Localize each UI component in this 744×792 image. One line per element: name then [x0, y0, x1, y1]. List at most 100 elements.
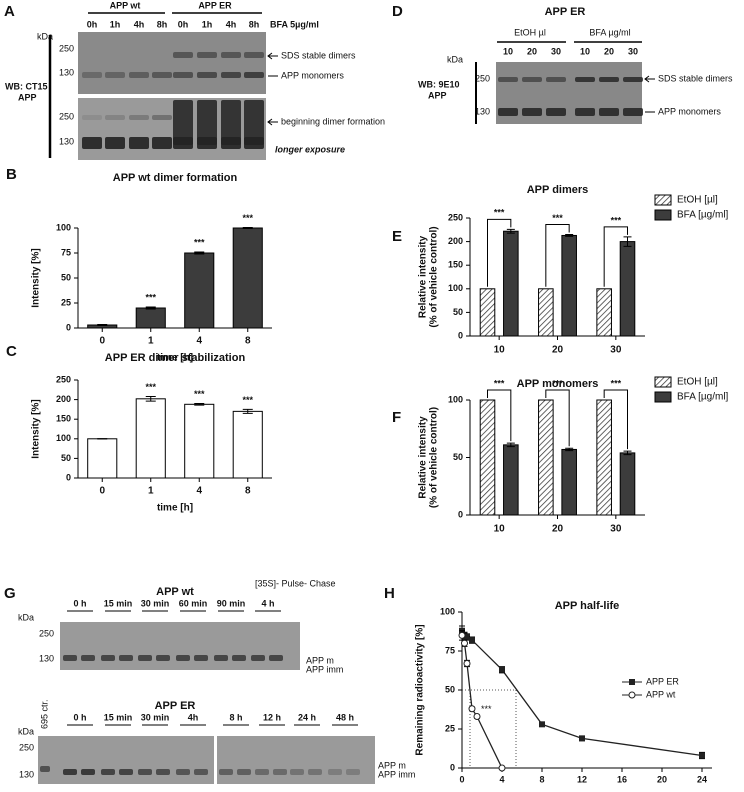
band-label: APP m [306, 655, 334, 665]
chart-title: APP dimers [527, 184, 589, 196]
lane-label: 0 h [73, 598, 86, 608]
lane-label: 30 min [141, 712, 170, 722]
marker: 250 [475, 73, 490, 83]
band [546, 108, 566, 116]
group-label: EtOH µl [514, 27, 546, 37]
lane-label: 90 min [217, 598, 246, 608]
band [346, 769, 360, 775]
band [244, 52, 264, 58]
bracket [545, 389, 570, 447]
x-tick-label: 8 [539, 774, 544, 784]
band [251, 655, 265, 661]
y-tick-label: 0 [450, 762, 455, 772]
blot-d: D APP ER EtOH µl BFA µg/ml kDa 250 130 W… [392, 3, 733, 124]
wb-label: WB: 9E10 [418, 79, 460, 89]
band [138, 769, 152, 775]
x-axis-label: time [h] [157, 353, 193, 364]
y-tick-label: 200 [56, 394, 71, 404]
legend-label: EtOH [µl] [677, 377, 718, 388]
y-tick-label: 50 [61, 453, 71, 463]
band [81, 769, 95, 775]
lane-label: 0 h [73, 712, 86, 722]
y-tick-label: 25 [61, 297, 71, 307]
band [138, 655, 152, 661]
marker [473, 713, 481, 721]
band [244, 100, 264, 145]
y-tick-label: 100 [448, 283, 463, 293]
note: longer exposure [275, 144, 345, 154]
group-label: APP ER [198, 0, 232, 10]
kda: kDa [18, 726, 34, 736]
lane-label: 0h [87, 19, 98, 29]
legend-marker [629, 679, 635, 685]
blot-a: A APP wt APP ER BFA 5µg/ml kDa 250 130 2… [4, 0, 385, 160]
marker [499, 666, 505, 673]
bar [538, 399, 554, 516]
marker: 250 [59, 43, 74, 53]
y-tick-label: 75 [61, 247, 71, 257]
blot-title: APP ER [155, 700, 196, 712]
bar [596, 399, 612, 516]
x-tick-label: 10 [494, 524, 506, 535]
x-tick-label: 4 [499, 774, 504, 784]
bar [596, 288, 612, 337]
lane-label: 0h [178, 19, 189, 29]
band [290, 769, 304, 775]
y-tick-label: 50 [445, 684, 455, 694]
marker [699, 752, 705, 759]
arrow-label: SDS stable dimers [281, 50, 356, 60]
group-label: APP wt [110, 0, 141, 10]
marker: 130 [39, 653, 54, 663]
band [232, 655, 246, 661]
bar [479, 288, 496, 337]
y-axis-label: Relative intensity [418, 235, 429, 318]
wb-label: APP [18, 92, 37, 102]
x-tick-label: 20 [657, 774, 667, 784]
treatment: BFA 5µg/ml [270, 19, 319, 29]
marker: 130 [59, 136, 74, 146]
band [575, 77, 595, 82]
band [194, 769, 208, 775]
marker [464, 633, 470, 640]
error-bar [623, 450, 632, 456]
x-tick-label: 10 [494, 345, 506, 356]
marker [539, 721, 545, 728]
significance: *** [611, 378, 622, 388]
bar [479, 399, 496, 516]
error-bar [565, 447, 574, 452]
y-axis-label: Intensity [%] [31, 248, 42, 307]
y-tick-label: 100 [440, 606, 455, 616]
arrow-label: SDS stable dimers [658, 73, 733, 83]
chart-title: APP half-life [555, 600, 620, 612]
marker: 130 [19, 769, 34, 779]
panel-label: F [392, 409, 401, 426]
band [173, 52, 193, 58]
marker [469, 637, 475, 644]
band [176, 769, 190, 775]
band [194, 655, 208, 661]
lane-label: 15 min [104, 712, 133, 722]
band [101, 655, 115, 661]
x-tick-label: 8 [245, 486, 251, 497]
panel-label: E [392, 228, 402, 245]
y-tick-label: 50 [453, 307, 463, 317]
legend-marker [628, 691, 636, 699]
lane-label: 10 [503, 46, 513, 56]
error-bar [97, 324, 108, 326]
y-tick-label: 150 [56, 414, 71, 424]
band [152, 137, 172, 149]
significance: *** [494, 208, 505, 218]
band-label: APP m [378, 760, 406, 770]
y-tick-label: 200 [448, 236, 463, 246]
kda: kDa [447, 54, 463, 64]
x-tick-label: 20 [552, 524, 564, 535]
ctrl-label: 695 ctr. [39, 699, 49, 729]
error-bar [194, 251, 205, 255]
bar [619, 452, 636, 516]
band [63, 769, 77, 775]
bar [184, 403, 215, 479]
band [82, 137, 102, 149]
error-bar [242, 408, 253, 414]
band [599, 77, 619, 82]
